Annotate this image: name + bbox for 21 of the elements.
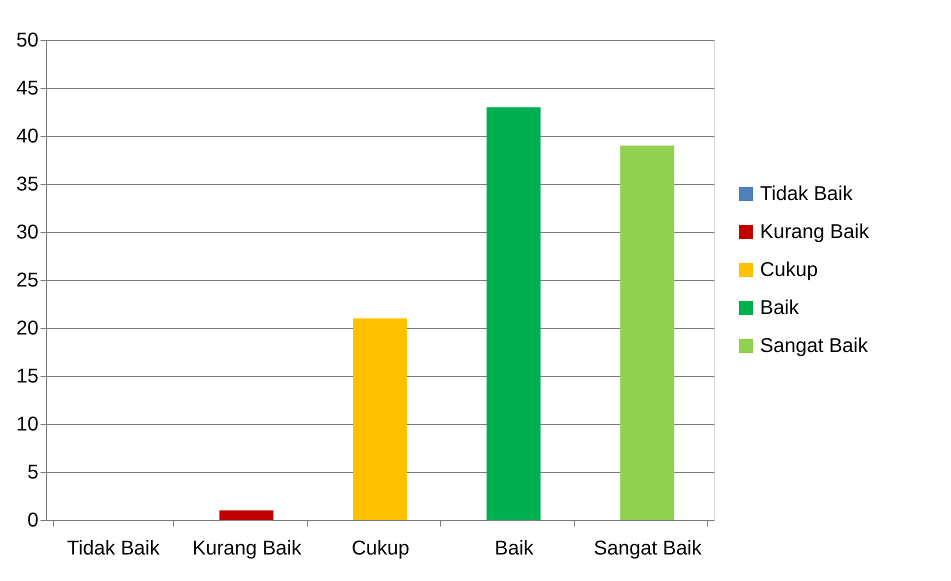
legend-label: Cukup [760,259,818,281]
legend-label: Baik [760,297,800,319]
y-tick-label: 30 [16,222,38,244]
x-tick-label: Kurang Baik [192,538,302,560]
legend-label: Tidak Baik [760,183,854,205]
x-tick-label: Cukup [352,538,410,560]
y-tick-label: 5 [27,462,38,484]
y-tick-label: 20 [16,318,38,340]
y-tick-label: 0 [27,510,38,532]
legend-label: Sangat Baik [760,335,869,357]
x-tick-label: Tidak Baik [66,538,161,560]
x-tick-label: Baik [494,538,535,560]
y-tick-label: 45 [16,78,38,100]
y-tick-label: 25 [16,270,38,292]
y-tick-label: 10 [16,414,38,436]
y-tick-label: 15 [16,366,38,388]
x-tick-label: Sangat Baik [594,538,703,560]
y-tick-label: 40 [16,126,38,148]
y-tick-label: 35 [16,174,38,196]
y-tick-label: 50 [16,30,38,52]
legend-label: Kurang Baik [760,221,870,243]
